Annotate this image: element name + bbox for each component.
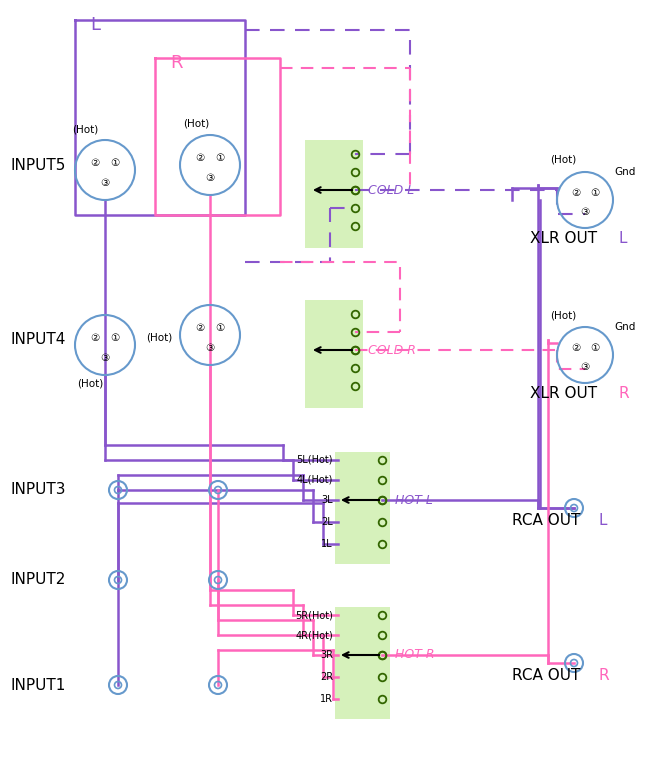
Text: ①: ① xyxy=(590,343,599,353)
Text: (Hot): (Hot) xyxy=(550,310,576,320)
Text: 2R: 2R xyxy=(320,672,333,682)
Text: (Hot): (Hot) xyxy=(146,332,172,342)
Text: XLR OUT: XLR OUT xyxy=(530,386,602,401)
Text: INPUT2: INPUT2 xyxy=(10,572,66,588)
Text: ③: ③ xyxy=(580,207,590,217)
Text: R: R xyxy=(599,668,610,683)
Text: RCA OUT: RCA OUT xyxy=(512,513,585,528)
Text: (Hot): (Hot) xyxy=(183,119,209,129)
Text: ③: ③ xyxy=(100,178,110,188)
Text: INPUT5: INPUT5 xyxy=(10,157,66,173)
Text: RCA OUT: RCA OUT xyxy=(512,668,585,683)
Text: 2L: 2L xyxy=(321,517,333,527)
Text: 1L: 1L xyxy=(321,539,333,549)
Text: ③: ③ xyxy=(580,362,590,372)
Text: (Hot): (Hot) xyxy=(72,124,98,134)
Text: (Hot): (Hot) xyxy=(550,155,576,165)
Text: L: L xyxy=(599,513,608,528)
Text: 5L(Hot): 5L(Hot) xyxy=(296,455,333,465)
Text: COLD L: COLD L xyxy=(368,184,414,197)
Text: ①: ① xyxy=(215,323,225,333)
Text: ③: ③ xyxy=(100,353,110,363)
Text: R: R xyxy=(170,54,183,72)
Text: COLD R: COLD R xyxy=(368,343,416,356)
Text: ①: ① xyxy=(215,153,225,163)
Text: 4R(Hot): 4R(Hot) xyxy=(295,630,333,640)
Text: 5R(Hot): 5R(Hot) xyxy=(295,610,333,620)
Text: Gnd: Gnd xyxy=(614,322,636,332)
Text: ②: ② xyxy=(571,343,580,353)
Text: ①: ① xyxy=(590,188,599,198)
Text: INPUT1: INPUT1 xyxy=(10,677,66,693)
Text: ②: ② xyxy=(571,188,580,198)
Text: ①: ① xyxy=(111,157,120,167)
FancyBboxPatch shape xyxy=(305,140,363,248)
Text: INPUT4: INPUT4 xyxy=(10,333,66,347)
Text: ②: ② xyxy=(195,153,205,163)
Text: ②: ② xyxy=(195,323,205,333)
Text: 3R: 3R xyxy=(320,650,333,660)
Text: HOT L: HOT L xyxy=(395,494,433,507)
Text: R: R xyxy=(618,386,629,401)
Text: 1R: 1R xyxy=(320,694,333,704)
Text: L: L xyxy=(618,231,627,246)
Text: ③: ③ xyxy=(205,173,214,183)
FancyBboxPatch shape xyxy=(335,607,390,719)
Text: HOT R: HOT R xyxy=(395,648,434,661)
Text: (Hot): (Hot) xyxy=(77,379,103,389)
Text: INPUT3: INPUT3 xyxy=(10,482,66,498)
Text: ②: ② xyxy=(90,333,99,343)
FancyBboxPatch shape xyxy=(305,300,363,408)
Text: ②: ② xyxy=(90,157,99,167)
Text: ③: ③ xyxy=(205,343,214,353)
Text: Gnd: Gnd xyxy=(614,167,636,177)
Text: XLR OUT: XLR OUT xyxy=(530,231,602,246)
Text: 3L: 3L xyxy=(321,495,333,505)
FancyBboxPatch shape xyxy=(335,452,390,564)
Text: 4L(Hot): 4L(Hot) xyxy=(296,475,333,485)
Text: L: L xyxy=(90,16,100,34)
Text: ①: ① xyxy=(111,333,120,343)
